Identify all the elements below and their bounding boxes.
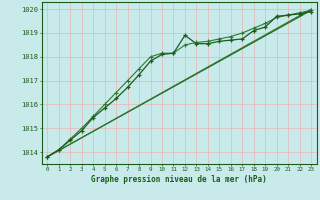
X-axis label: Graphe pression niveau de la mer (hPa): Graphe pression niveau de la mer (hPa): [91, 175, 267, 184]
